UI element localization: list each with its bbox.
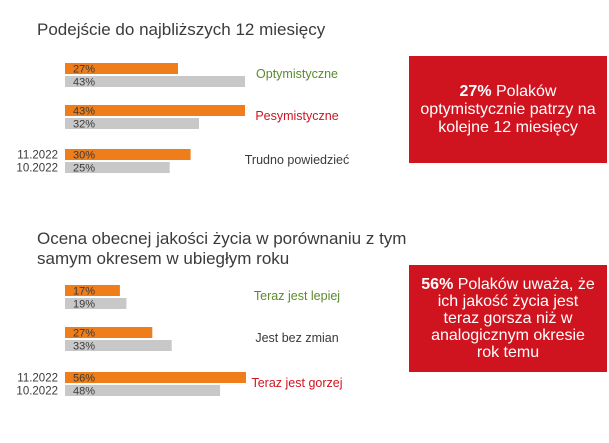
bar-value-label-2-1-2: 19% (73, 299, 95, 311)
callout-quality-text: 56% Polaków uważa, że ich jakość życia j… (419, 276, 597, 361)
bar-1-1-1 (65, 63, 178, 74)
category-label-2-3: Teraz jest gorzej (251, 376, 342, 390)
bar-value-label-2-2-2: 33% (73, 341, 95, 353)
category-label-1-3: Trudno powiedzieć (245, 153, 349, 167)
chart1-title: Podejście do najbliższych 12 miesięcy (37, 20, 326, 39)
callout-quality-rest: Polaków uważa, że ich jakość życia jest … (431, 276, 595, 361)
callout-quality-strong: 56% (421, 276, 454, 293)
bar-value-label-1-3-1: 30% (73, 150, 95, 162)
callout-quality: 56% Polaków uważa, że ich jakość życia j… (409, 265, 607, 372)
legend-label-2-2: 10.2022 (16, 386, 58, 398)
bar-2-3-2 (65, 385, 221, 396)
bar-2-2-2 (65, 340, 172, 351)
bar-2-2-1 (65, 327, 153, 338)
bar-value-label-2-3-1: 56% (73, 373, 95, 385)
bar-value-label-1-3-2: 25% (73, 163, 95, 175)
bar-1-1-2 (65, 76, 245, 87)
callout-optimistic-strong: 27% (459, 82, 492, 100)
legend-label-2-1: 11.2022 (17, 373, 58, 385)
legend-label-1-2: 10.2022 (16, 163, 58, 175)
category-label-1-1: Optymistyczne (256, 67, 338, 81)
bar-value-label-2-2-1: 27% (73, 328, 95, 340)
bar-1-3-1 (65, 149, 191, 160)
bar-1-3-2 (65, 162, 170, 173)
bar-value-label-1-1-2: 43% (73, 77, 95, 89)
callout-optimistic: 27% Polaków optymistycznie patrzy na kol… (409, 56, 607, 163)
bar-2-3-1 (65, 372, 246, 383)
bar-1-2-1 (65, 105, 245, 116)
legend-label-1-1: 11.2022 (17, 150, 58, 162)
bar-value-label-2-3-2: 48% (73, 386, 95, 398)
bar-value-label-1-2-1: 43% (73, 106, 95, 118)
bar-value-label-2-1-1: 17% (73, 286, 95, 298)
bar-value-label-1-2-2: 32% (73, 119, 95, 131)
chart2-title: Ocena obecnej jakości życia w porównaniu… (37, 229, 407, 268)
category-label-1-2: Pesymistyczne (255, 109, 338, 123)
bar-1-2-2 (65, 118, 199, 129)
callout-optimistic-rest: Polaków optymistycznie patrzy na kolejne… (420, 82, 596, 136)
bar-2-1-2 (65, 298, 127, 309)
bar-2-1-1 (65, 285, 120, 296)
category-label-2-1: Teraz jest lepiej (254, 289, 340, 303)
bar-value-label-1-1-1: 27% (73, 64, 95, 76)
category-label-2-2: Jest bez zmian (255, 331, 338, 345)
callout-optimistic-text: 27% Polaków optymistycznie patrzy na kol… (419, 83, 597, 137)
